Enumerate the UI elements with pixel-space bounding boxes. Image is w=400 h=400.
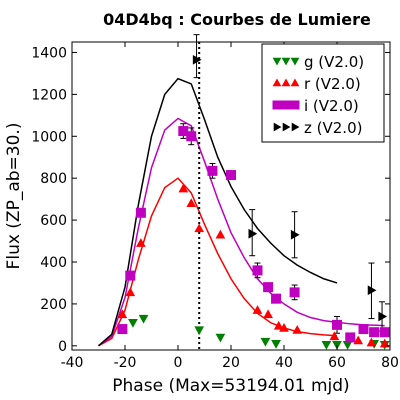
y-tick-label: 0 xyxy=(58,339,67,355)
data-point xyxy=(358,324,369,335)
legend-box xyxy=(261,43,385,143)
data-point xyxy=(138,314,149,324)
y-tick-label: 1000 xyxy=(31,129,67,145)
data-point xyxy=(178,183,189,193)
legend-marker xyxy=(281,100,291,110)
data-point xyxy=(252,265,263,276)
data-point xyxy=(215,333,226,343)
legend-marker xyxy=(282,122,291,132)
legend-marker xyxy=(281,78,291,87)
data-point xyxy=(329,331,340,341)
data-point xyxy=(186,131,197,142)
model-curve xyxy=(98,117,385,347)
legend-marker xyxy=(290,57,300,66)
legend-marker xyxy=(272,100,282,110)
y-tick-label: 1200 xyxy=(31,87,67,103)
data-point xyxy=(279,322,289,332)
y-tick-label: 200 xyxy=(40,297,67,313)
legend-label: i (V2.0) xyxy=(304,97,359,115)
legend-marker xyxy=(290,100,300,110)
data-point xyxy=(321,341,332,350)
y-tick-label: 600 xyxy=(40,213,67,229)
data-point xyxy=(194,223,205,233)
plot-area xyxy=(98,34,390,350)
data-point xyxy=(252,305,263,314)
data-point xyxy=(379,327,390,338)
data-point xyxy=(215,229,226,239)
y-tick-label: 800 xyxy=(40,171,67,187)
data-point xyxy=(366,337,377,347)
data-point xyxy=(289,287,300,298)
legend-marker xyxy=(291,122,300,132)
model-curve xyxy=(98,77,338,347)
x-tick-label: -40 xyxy=(61,355,84,371)
x-tick-label: 20 xyxy=(222,355,240,371)
data-point xyxy=(117,324,128,335)
chart-title: 04D4bq : Courbes de Lumiere xyxy=(103,10,371,29)
data-point xyxy=(117,309,128,319)
data-point xyxy=(178,126,189,137)
data-point xyxy=(273,320,284,330)
data-point xyxy=(367,285,377,296)
data-point xyxy=(271,293,282,304)
data-point xyxy=(332,319,342,330)
data-point xyxy=(292,325,303,334)
y-tick-label: 1400 xyxy=(31,45,67,61)
data-point xyxy=(135,207,146,218)
data-point xyxy=(125,287,136,297)
legend-marker xyxy=(281,57,291,66)
data-point xyxy=(194,326,205,336)
x-tick-label: 60 xyxy=(328,355,346,371)
data-point xyxy=(207,165,218,176)
data-point xyxy=(263,309,273,319)
legend-label: g (V2.0) xyxy=(304,53,364,71)
data-point xyxy=(378,311,388,322)
legend-marker xyxy=(273,122,282,132)
legend-marker xyxy=(272,78,282,87)
data-point xyxy=(379,338,390,348)
legend-marker xyxy=(290,78,300,87)
x-tick-label: 0 xyxy=(174,355,183,371)
data-point xyxy=(192,54,202,65)
data-point xyxy=(226,170,236,181)
legend-label: z (V2.0) xyxy=(304,119,362,137)
y-axis-label: Flux (ZP_ab=30.) xyxy=(4,123,24,270)
data-point xyxy=(342,341,353,350)
x-tick-label: 80 xyxy=(381,355,399,371)
data-point xyxy=(345,332,356,343)
data-point xyxy=(128,319,138,328)
data-point xyxy=(136,238,146,247)
data-point xyxy=(271,340,281,349)
data-point xyxy=(260,337,271,347)
data-point xyxy=(263,282,274,293)
x-tick-label: -20 xyxy=(114,355,137,371)
data-point xyxy=(186,198,197,208)
data-point xyxy=(369,327,380,338)
y-tick-label: 400 xyxy=(40,255,67,271)
legend: g (V2.0) r (V2.0) i (V2.0) z (V2.0) xyxy=(261,43,385,143)
legend-marker xyxy=(272,57,282,66)
data-point xyxy=(248,228,258,239)
data-point xyxy=(125,270,136,281)
data-point xyxy=(290,229,300,240)
x-axis-label: Phase (Max=53194.01 mjd) xyxy=(112,376,349,396)
x-tick-label: 40 xyxy=(275,355,293,371)
data-point xyxy=(353,335,364,345)
legend-label: r (V2.0) xyxy=(304,75,361,93)
